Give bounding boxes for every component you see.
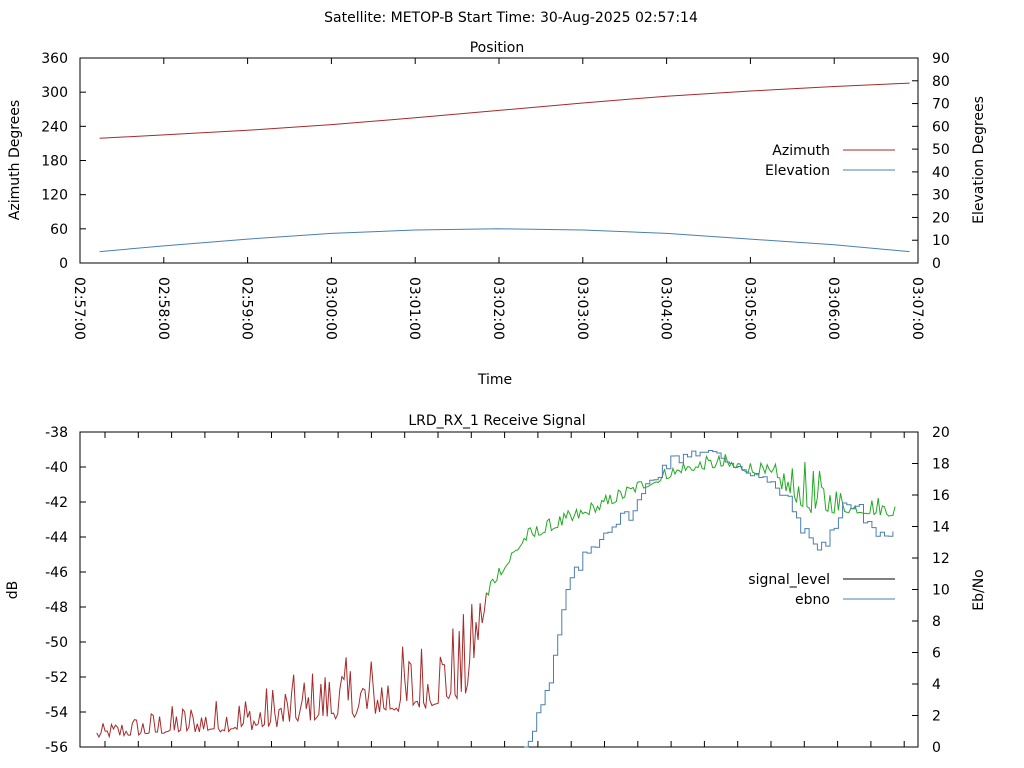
ebno-tick-label: 2 (932, 709, 941, 725)
position-chart: Position Azimuth Degrees Elevation Degre… (7, 40, 987, 388)
ebno-tick-label: 14 (932, 520, 950, 536)
time-tick-label: 02:58:00 (155, 277, 171, 340)
db-tick-label: -46 (45, 565, 68, 581)
elevation-tick-label: 70 (932, 97, 950, 113)
elevation-tick-label: 80 (932, 74, 950, 90)
time-tick-label: 03:07:00 (909, 277, 925, 340)
elevation-series-line (99, 228, 910, 253)
ebno-tick-label: 18 (932, 457, 950, 473)
signal-level-locked-line (486, 454, 896, 597)
position-legend: Azimuth Elevation (765, 143, 895, 179)
db-tick-label: -44 (45, 530, 68, 546)
elevation-tick-label: 60 (932, 119, 950, 135)
elevation-tick-label: 0 (932, 256, 941, 272)
db-tick-label: -38 (45, 425, 68, 441)
elevation-tick-label: 40 (932, 165, 950, 181)
elevation-tick-label: 30 (932, 188, 950, 204)
ebno-tick-label: 20 (932, 425, 950, 441)
position-chart-title: Position (470, 40, 525, 56)
azimuth-tick-label: 180 (41, 154, 68, 170)
legend-signal-level-label: signal_level (748, 572, 830, 588)
db-tick-label: -50 (45, 635, 68, 651)
time-tick-label: 02:57:00 (71, 277, 87, 340)
ebno-tick-label: 0 (932, 740, 941, 756)
elevation-tick-label: 20 (932, 210, 950, 226)
azimuth-series-line (99, 82, 910, 139)
elevation-tick-label: 10 (932, 233, 950, 249)
db-axis-label: dB (5, 581, 21, 600)
signal-plot-area (79, 431, 919, 748)
azimuth-tick-label: 0 (59, 256, 68, 272)
elevation-axis-label: Elevation Degrees (971, 96, 987, 224)
figure-title: Satellite: METOP-B Start Time: 30-Aug-20… (324, 10, 698, 26)
elevation-tick-label: 50 (932, 142, 950, 158)
db-tick-label: -54 (45, 705, 68, 721)
db-tick-label: -56 (45, 740, 68, 756)
time-tick-label: 03:05:00 (741, 277, 757, 340)
time-axis-label: Time (477, 372, 512, 388)
signal-legend: signal_level ebno (748, 572, 895, 608)
elevation-tick-label: 90 (932, 51, 950, 67)
ebno-tick-label: 16 (932, 488, 950, 504)
legend-elevation-label: Elevation (765, 163, 830, 179)
time-tick-label: 03:02:00 (490, 277, 506, 340)
db-tick-label: -40 (45, 460, 68, 476)
ebno-tick-label: 12 (932, 551, 950, 567)
time-tick-label: 03:03:00 (574, 277, 590, 340)
azimuth-tick-label: 240 (41, 119, 68, 135)
legend-ebno-label: ebno (795, 592, 830, 608)
time-tick-label: 03:00:00 (322, 277, 338, 340)
ebno-tick-label: 10 (932, 583, 950, 599)
time-tick-label: 03:01:00 (406, 277, 422, 340)
azimuth-axis-label: Azimuth Degrees (7, 100, 23, 220)
legend-azimuth-label: Azimuth (772, 143, 830, 159)
ebno-tick-label: 8 (932, 614, 941, 630)
signal-level-unlocked-line (96, 592, 487, 739)
receive-signal-chart: LRD_RX_1 Receive Signal dB Eb/No -56 -54 -… (5, 413, 987, 756)
ebno-series-line (524, 450, 894, 748)
db-tick-label: -42 (45, 495, 68, 511)
signal-chart-title: LRD_RX_1 Receive Signal (408, 413, 585, 429)
azimuth-tick-label: 120 (41, 188, 68, 204)
ebno-axis-label: Eb/No (971, 569, 987, 611)
azimuth-tick-label: 300 (41, 85, 68, 101)
time-tick-label: 03:04:00 (658, 277, 674, 340)
time-tick-label: 03:06:00 (825, 277, 841, 340)
azimuth-tick-label: 360 (41, 51, 68, 67)
db-tick-label: -48 (45, 600, 68, 616)
ebno-tick-label: 4 (932, 677, 941, 693)
ebno-tick-label: 6 (932, 646, 941, 662)
azimuth-tick-label: 60 (50, 222, 68, 238)
time-tick-label: 02:59:00 (239, 277, 255, 340)
db-tick-label: -52 (45, 670, 68, 686)
